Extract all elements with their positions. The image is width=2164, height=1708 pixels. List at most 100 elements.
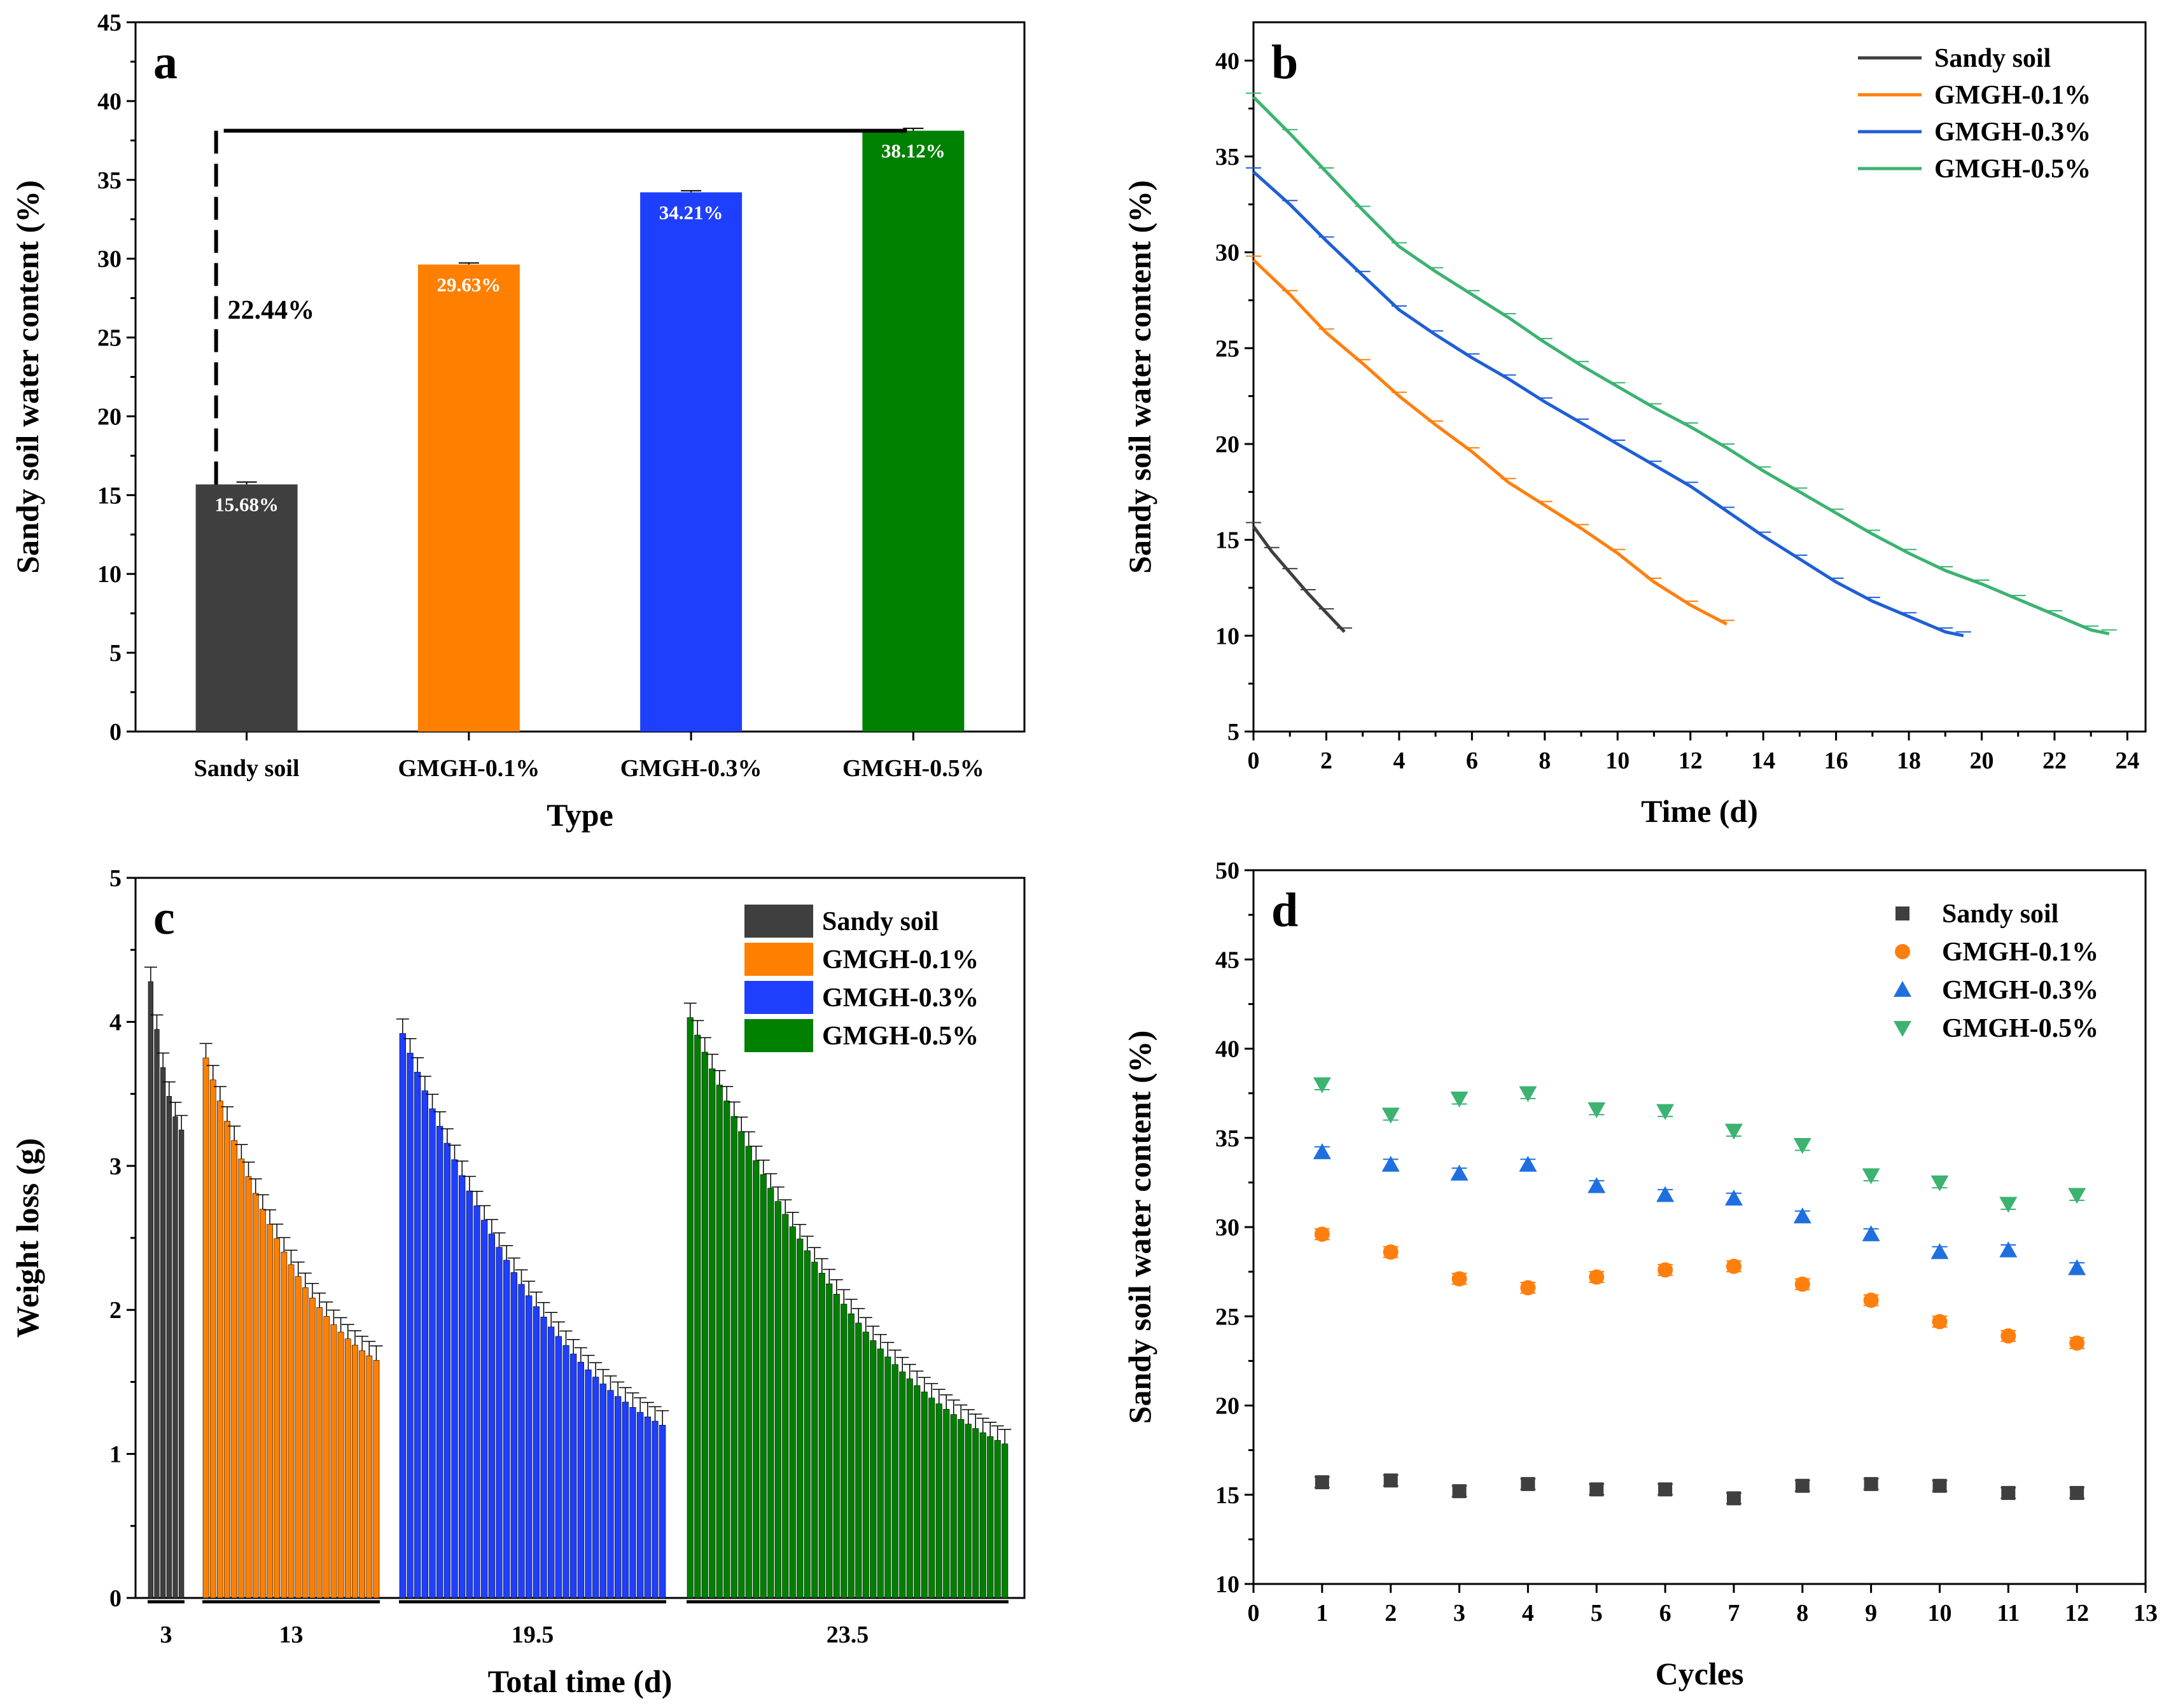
bar-gmgh-0-3- [548, 1326, 555, 1599]
panel-a: 0 5 10 15 20 25 30 35 40 45 Type Sandy soil water c… [10, 10, 1026, 833]
bar-gmgh-0-3- [407, 1053, 414, 1599]
point-gmgh-0-5- [1862, 1168, 1880, 1184]
y-tick-label: 45 [97, 10, 122, 36]
legend-label: GMGH-0.5% [1942, 1014, 2098, 1043]
y-tick-label: 3 [109, 1153, 122, 1180]
point-gmgh-0-1- [1863, 1293, 1879, 1309]
legend-marker-sandy-soil [1895, 906, 1909, 920]
point-gmgh-0-1- [1726, 1258, 1742, 1274]
bar-gmgh-0-5- [899, 1371, 906, 1599]
panel-c: 0 1 2 3 4 5 Total time (d) Weight loss (g) c 3 San… [10, 865, 1026, 1699]
bar-gmgh-0-3- [562, 1345, 569, 1599]
bar-gmgh-0-5- [745, 1146, 752, 1599]
bar-gmgh-0-3- [503, 1260, 510, 1599]
x-tick-label: GMGH-0.5% [842, 755, 984, 782]
bar-gmgh-0-5- [738, 1131, 745, 1599]
bar-gmgh-0-3- [607, 1390, 614, 1599]
point-gmgh-0-5- [1450, 1092, 1469, 1108]
legend-label: Sandy soil [1942, 899, 2058, 929]
bar-sandy-soil [154, 1029, 160, 1599]
bar-sandy-soil [172, 1116, 178, 1599]
bar-gmgh-0-1- [231, 1140, 238, 1599]
bar-gmgh-0-5- [943, 1409, 950, 1599]
bar-gmgh-0-5- [723, 1100, 730, 1599]
bar-gmgh-0-1- [366, 1355, 373, 1599]
legend-label: Sandy soil [822, 907, 939, 936]
bar-gmgh-0-5- [687, 1017, 694, 1599]
x-tick-label: 8 [1796, 1600, 1808, 1627]
bar-gmgh-0-3- [659, 1425, 666, 1599]
point-gmgh-0-5- [2068, 1188, 2086, 1204]
bar-gmgh-0-3- [510, 1272, 517, 1599]
y-tick-label: 35 [1215, 1125, 1239, 1152]
bar-gmgh-0-3- [473, 1205, 480, 1599]
bar-gmgh-0-5- [965, 1424, 972, 1599]
x-tick-label: 3 [1453, 1600, 1465, 1627]
x-tick-label: 9 [1865, 1600, 1877, 1627]
bar-gmgh-0-3- [414, 1072, 421, 1599]
point-gmgh-0-1- [1589, 1269, 1605, 1285]
x-tick-label: 7 [1728, 1600, 1740, 1627]
bar-sandy-soil [166, 1096, 172, 1599]
bar-gmgh-0-3- [599, 1384, 606, 1599]
bar-gmgh-0-5- [958, 1419, 965, 1599]
bar-gmgh-0-3- [592, 1377, 599, 1599]
y-tick-label: 30 [97, 246, 122, 273]
y-tick-label: 50 [1215, 857, 1239, 884]
point-sandy-soil [2070, 1485, 2084, 1500]
y-tick-label: 5 [109, 865, 122, 892]
point-gmgh-0-3- [1793, 1207, 1811, 1224]
x-tick-label: 8 [1539, 747, 1551, 774]
bar-gmgh-0-1- [252, 1193, 259, 1599]
bar-gmgh-0-5- [891, 1364, 898, 1599]
bar-gmgh-0-5- [753, 1160, 760, 1599]
y-tick-label: 20 [1215, 431, 1239, 458]
x-axis-label: Time (d) [1641, 793, 1758, 829]
bar-gmgh-0-5- [701, 1052, 708, 1599]
bar-gmgh-0-3- [629, 1406, 636, 1599]
bar-gmgh-0-3- [518, 1284, 525, 1599]
point-gmgh-0-5- [1588, 1102, 1606, 1118]
bar-gmgh-0-1- [288, 1264, 295, 1599]
point-gmgh-0-1- [1658, 1262, 1673, 1278]
legend-marker-gmgh-0-5- [1894, 1021, 1911, 1037]
point-gmgh-0-3- [1724, 1190, 1743, 1206]
bar-gmgh-0-3- [443, 1142, 450, 1599]
x-tick-label: 14 [1751, 747, 1775, 774]
y-tick-label: 30 [1215, 1214, 1239, 1241]
point-gmgh-0-3- [1381, 1155, 1400, 1172]
x-tick-label: 6 [1659, 1600, 1672, 1627]
x-tick-label: 4 [1522, 1600, 1534, 1627]
bar-value-label: 29.63% [437, 274, 501, 296]
bar-gmgh-0-5- [782, 1214, 789, 1599]
bar-gmgh-0-5- [855, 1323, 862, 1599]
point-gmgh-0-5- [1656, 1104, 1675, 1120]
bar-gmgh-0-1- [224, 1121, 230, 1599]
bar-gmgh-0-1- [217, 1100, 223, 1599]
difference-annotation: 22.44% [228, 296, 315, 325]
bar-gmgh-0-3- [585, 1370, 592, 1599]
bar-gmgh-0-3- [496, 1247, 503, 1599]
bar-gmgh-0-5- [935, 1403, 942, 1599]
bar-gmgh-0-3- [526, 1295, 533, 1599]
y-tick-label: 40 [1215, 1036, 1239, 1063]
x-group-label: 3 [160, 1621, 172, 1648]
bar-gmgh-0-1- [259, 1209, 266, 1599]
bar-gmgh-0-3- [615, 1396, 622, 1599]
bar-gmgh-0-5- [921, 1391, 928, 1599]
y-tick-label: 4 [109, 1009, 122, 1036]
bar-gmgh-0-5- [841, 1303, 848, 1599]
legend-label: Sandy soil [1934, 44, 2051, 73]
panel-label: b [1271, 36, 1298, 89]
legend-swatch-gmgh-0-3- [744, 981, 813, 1014]
bar-gmgh-0-1- [330, 1324, 337, 1599]
bar-gmgh-0-5- [797, 1239, 804, 1599]
bar-gmgh-0-1- [337, 1331, 344, 1599]
x-tick-label: 0 [1248, 1600, 1260, 1627]
bar-gmgh-0-5- [862, 130, 965, 732]
legend-label: GMGH-0.1% [1934, 81, 2091, 110]
bar-sandy-soil [148, 981, 153, 1599]
x-tick-label: 11 [1997, 1600, 2020, 1627]
x-tick-label: 2 [1320, 747, 1332, 774]
